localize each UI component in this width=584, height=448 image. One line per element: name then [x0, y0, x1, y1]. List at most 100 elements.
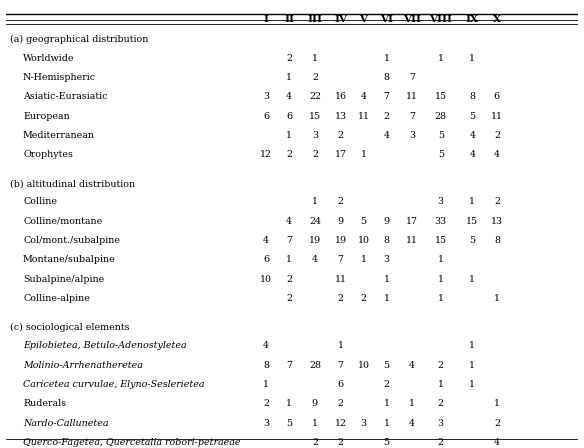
- Text: 1: 1: [338, 341, 343, 350]
- Text: 2: 2: [312, 438, 318, 447]
- Text: 1: 1: [286, 73, 292, 82]
- Text: 2: 2: [438, 361, 444, 370]
- Text: 2: 2: [338, 294, 343, 303]
- Text: 11: 11: [491, 112, 503, 121]
- Text: 1: 1: [286, 399, 292, 409]
- Text: Epilobietea, Betulo-Adenostyletea: Epilobietea, Betulo-Adenostyletea: [23, 341, 187, 350]
- Text: 4: 4: [470, 131, 475, 140]
- Text: 1: 1: [360, 150, 367, 159]
- Text: 1: 1: [470, 275, 475, 284]
- Text: 1: 1: [384, 54, 390, 63]
- Text: 33: 33: [434, 217, 447, 226]
- Text: 9: 9: [383, 217, 390, 226]
- Text: 2: 2: [286, 54, 292, 63]
- Text: 1: 1: [470, 198, 475, 207]
- Text: 7: 7: [286, 361, 292, 370]
- Text: 7: 7: [338, 255, 343, 264]
- Text: 1: 1: [384, 399, 390, 409]
- Text: 1: 1: [384, 419, 390, 428]
- Text: 1: 1: [470, 361, 475, 370]
- Text: II: II: [284, 15, 294, 25]
- Text: 8: 8: [263, 361, 269, 370]
- Text: Colline/montane: Colline/montane: [23, 217, 102, 226]
- Text: VI: VI: [380, 15, 393, 25]
- Text: 4: 4: [409, 419, 415, 428]
- Text: 2: 2: [338, 198, 343, 207]
- Text: 1: 1: [494, 294, 500, 303]
- Text: 2: 2: [438, 438, 444, 447]
- Text: 2: 2: [384, 380, 390, 389]
- Text: 8: 8: [494, 236, 500, 245]
- Text: 6: 6: [338, 380, 344, 389]
- Text: Molinio-Arrhenatheretea: Molinio-Arrhenatheretea: [23, 361, 143, 370]
- Text: Col/mont./subalpine: Col/mont./subalpine: [23, 236, 120, 245]
- Text: (a) geographical distribution: (a) geographical distribution: [11, 35, 149, 44]
- Text: 1: 1: [409, 399, 415, 409]
- Text: 5: 5: [438, 131, 444, 140]
- Text: 5: 5: [286, 419, 292, 428]
- Text: 15: 15: [466, 217, 478, 226]
- Text: 5: 5: [438, 150, 444, 159]
- Text: 1: 1: [438, 294, 444, 303]
- Text: 2: 2: [338, 399, 343, 409]
- Text: 3: 3: [263, 92, 269, 101]
- Text: 1: 1: [494, 399, 500, 409]
- Text: 7: 7: [384, 92, 390, 101]
- Text: 2: 2: [494, 198, 500, 207]
- Text: 2: 2: [286, 275, 292, 284]
- Text: 19: 19: [335, 236, 347, 245]
- Text: 12: 12: [260, 150, 272, 159]
- Text: 1: 1: [312, 54, 318, 63]
- Text: 4: 4: [470, 150, 475, 159]
- Text: 3: 3: [409, 131, 415, 140]
- Text: 10: 10: [357, 236, 370, 245]
- Text: 28: 28: [435, 112, 447, 121]
- Text: 7: 7: [409, 112, 415, 121]
- Text: I: I: [264, 15, 269, 25]
- Text: 10: 10: [357, 361, 370, 370]
- Text: X: X: [493, 15, 501, 25]
- Text: 1: 1: [470, 380, 475, 389]
- Text: 2: 2: [494, 131, 500, 140]
- Text: 15: 15: [434, 236, 447, 245]
- Text: Asiatic-Eurasiatic: Asiatic-Eurasiatic: [23, 92, 107, 101]
- Text: III: III: [307, 15, 322, 25]
- Text: 2: 2: [286, 294, 292, 303]
- Text: 2: 2: [312, 150, 318, 159]
- Text: 8: 8: [384, 236, 390, 245]
- Text: 5: 5: [383, 438, 390, 447]
- Text: 1: 1: [360, 255, 367, 264]
- Text: 19: 19: [309, 236, 321, 245]
- Text: 6: 6: [286, 112, 292, 121]
- Text: 3: 3: [263, 419, 269, 428]
- Text: 4: 4: [263, 341, 269, 350]
- Text: 1: 1: [470, 54, 475, 63]
- Text: 7: 7: [338, 361, 343, 370]
- Text: Colline: Colline: [23, 198, 57, 207]
- Text: 7: 7: [409, 73, 415, 82]
- Text: 2: 2: [360, 294, 367, 303]
- Text: 5: 5: [469, 112, 475, 121]
- Text: 11: 11: [406, 236, 418, 245]
- Text: V: V: [360, 15, 367, 25]
- Text: 1: 1: [263, 380, 269, 389]
- Text: 4: 4: [384, 131, 390, 140]
- Text: 1: 1: [312, 198, 318, 207]
- Text: Worldwide: Worldwide: [23, 54, 75, 63]
- Text: 8: 8: [470, 92, 475, 101]
- Text: 15: 15: [434, 92, 447, 101]
- Text: 2: 2: [438, 399, 444, 409]
- Text: 13: 13: [335, 112, 347, 121]
- Text: 10: 10: [260, 275, 272, 284]
- Text: N-Hemispheric: N-Hemispheric: [23, 73, 96, 82]
- Text: 4: 4: [286, 92, 292, 101]
- Text: 9: 9: [338, 217, 344, 226]
- Text: 6: 6: [494, 92, 500, 101]
- Text: 1: 1: [286, 131, 292, 140]
- Text: 2: 2: [312, 73, 318, 82]
- Text: 1: 1: [438, 255, 444, 264]
- Text: 3: 3: [360, 419, 367, 428]
- Text: 3: 3: [438, 419, 444, 428]
- Text: 2: 2: [263, 399, 269, 409]
- Text: 6: 6: [263, 255, 269, 264]
